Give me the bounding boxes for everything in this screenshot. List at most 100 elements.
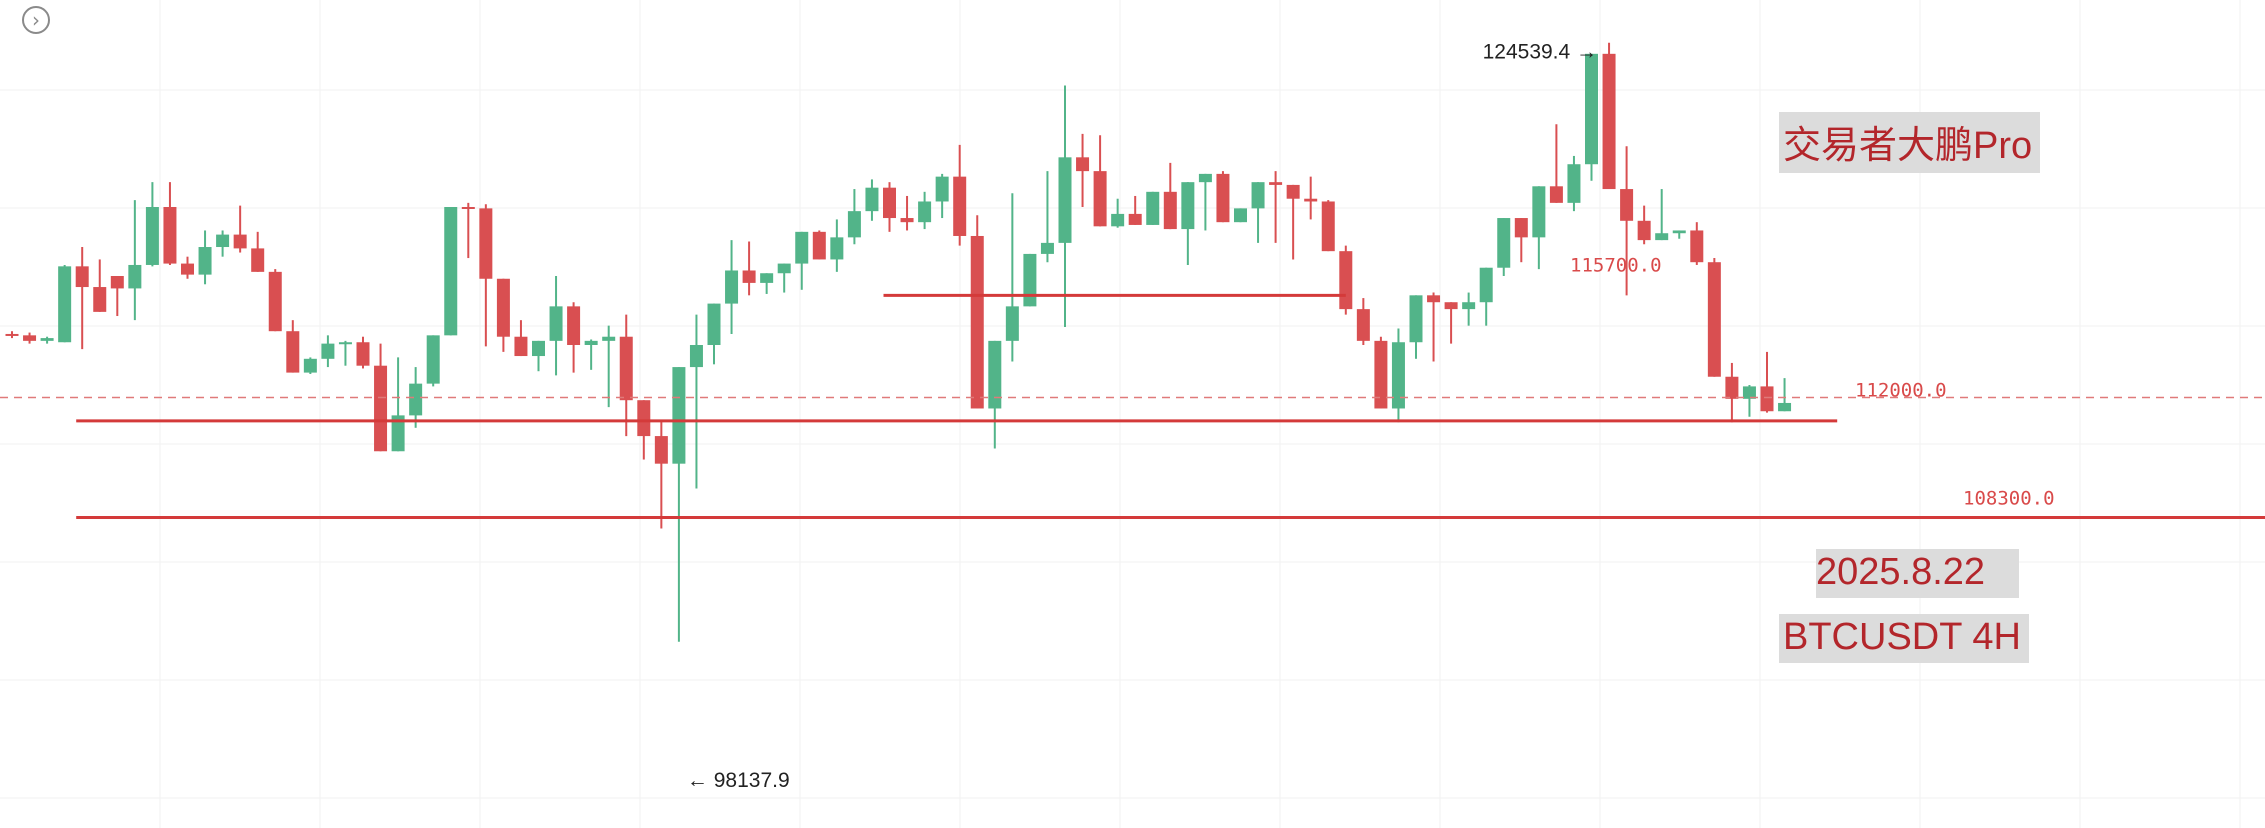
- candle: [988, 340, 1002, 449]
- candle-body: [619, 336, 633, 401]
- candle-body: [1497, 218, 1511, 268]
- candle: [1058, 85, 1072, 328]
- candle: [1444, 302, 1458, 344]
- candle-body: [1339, 251, 1353, 310]
- candle: [795, 231, 809, 290]
- candle: [479, 204, 493, 347]
- candle-body: [1356, 309, 1370, 341]
- candle: [953, 144, 967, 246]
- candle: [23, 332, 37, 344]
- candle-body: [75, 266, 89, 288]
- candle: [1251, 182, 1265, 243]
- candle: [1234, 208, 1247, 223]
- candle: [549, 276, 563, 376]
- candle-body: [391, 415, 405, 452]
- candle: [321, 335, 335, 368]
- candle-body: [1005, 306, 1019, 341]
- candle-body: [900, 218, 914, 223]
- candle-body: [216, 234, 230, 248]
- candle: [1163, 162, 1177, 230]
- candle-body: [1690, 230, 1704, 263]
- candle-body: [1655, 233, 1669, 241]
- candle: [1286, 184, 1300, 260]
- candle: [742, 241, 756, 296]
- candle-body: [1040, 242, 1054, 254]
- candle-body: [1602, 53, 1616, 190]
- candle: [1602, 42, 1616, 190]
- candle: [672, 367, 686, 642]
- candle-body: [1198, 173, 1212, 183]
- candle: [602, 325, 616, 408]
- candle-body: [795, 231, 809, 264]
- candle: [110, 276, 124, 317]
- candle-body: [883, 187, 896, 219]
- candle-body: [479, 208, 493, 279]
- candle: [1637, 205, 1651, 245]
- candle-body: [1725, 376, 1739, 399]
- candle: [1216, 171, 1230, 223]
- candle: [1462, 292, 1476, 326]
- candle: [1672, 230, 1686, 239]
- candle: [1778, 378, 1792, 412]
- candle-body: [268, 271, 282, 332]
- candle-body: [549, 306, 563, 341]
- candle-body: [1181, 182, 1195, 230]
- candle-body: [23, 335, 37, 341]
- candle-body: [970, 235, 984, 409]
- candle-body: [1514, 218, 1528, 238]
- candle: [830, 219, 844, 272]
- candle-body: [1409, 295, 1423, 343]
- candle-body: [110, 276, 124, 289]
- candle-body: [1128, 213, 1142, 225]
- candle: [426, 335, 440, 387]
- candle: [128, 200, 142, 321]
- candle-body: [689, 345, 703, 368]
- candle: [268, 269, 282, 332]
- candle-body: [181, 263, 194, 275]
- candle-body: [812, 231, 826, 260]
- date-label: 2025.8.22: [1816, 549, 2020, 598]
- candles: [5, 42, 1792, 642]
- candle-body: [1111, 213, 1125, 227]
- candle: [75, 247, 89, 350]
- price-annotation: 124539.4 →: [1483, 40, 1597, 63]
- candle: [1093, 135, 1107, 227]
- candle-body: [1637, 220, 1651, 241]
- candle-body: [1076, 157, 1090, 172]
- candle: [286, 320, 300, 373]
- candle: [689, 314, 703, 489]
- brand-label: 交易者大鹏Pro: [1779, 112, 2041, 173]
- candle: [619, 314, 633, 437]
- candle: [1549, 124, 1563, 203]
- candle: [181, 256, 194, 279]
- candle: [1269, 171, 1283, 243]
- candle: [58, 264, 72, 343]
- candle: [654, 419, 668, 529]
- candle: [1409, 295, 1423, 359]
- candle: [1339, 245, 1353, 315]
- candle-body: [1251, 182, 1265, 209]
- candle: [637, 400, 651, 460]
- candle-body: [1672, 230, 1686, 234]
- candle: [567, 302, 581, 373]
- candle-body: [1427, 295, 1441, 303]
- candle-body: [707, 303, 721, 345]
- candle: [1497, 218, 1511, 276]
- chevron-right-icon[interactable]: ›: [22, 6, 50, 34]
- candle: [883, 182, 896, 232]
- candle-body: [1304, 198, 1318, 202]
- candle: [198, 230, 212, 285]
- candle-body: [672, 367, 686, 464]
- candle: [496, 278, 510, 352]
- candle-body: [338, 342, 352, 345]
- candle-body: [1216, 173, 1230, 223]
- candle-body: [1391, 342, 1405, 409]
- candle: [461, 202, 475, 259]
- candle: [1040, 171, 1054, 263]
- candle: [725, 240, 739, 334]
- candle: [1514, 218, 1528, 263]
- candle: [1198, 173, 1212, 231]
- candle-body: [409, 383, 423, 416]
- candle: [760, 273, 774, 294]
- candle-body: [1742, 386, 1756, 399]
